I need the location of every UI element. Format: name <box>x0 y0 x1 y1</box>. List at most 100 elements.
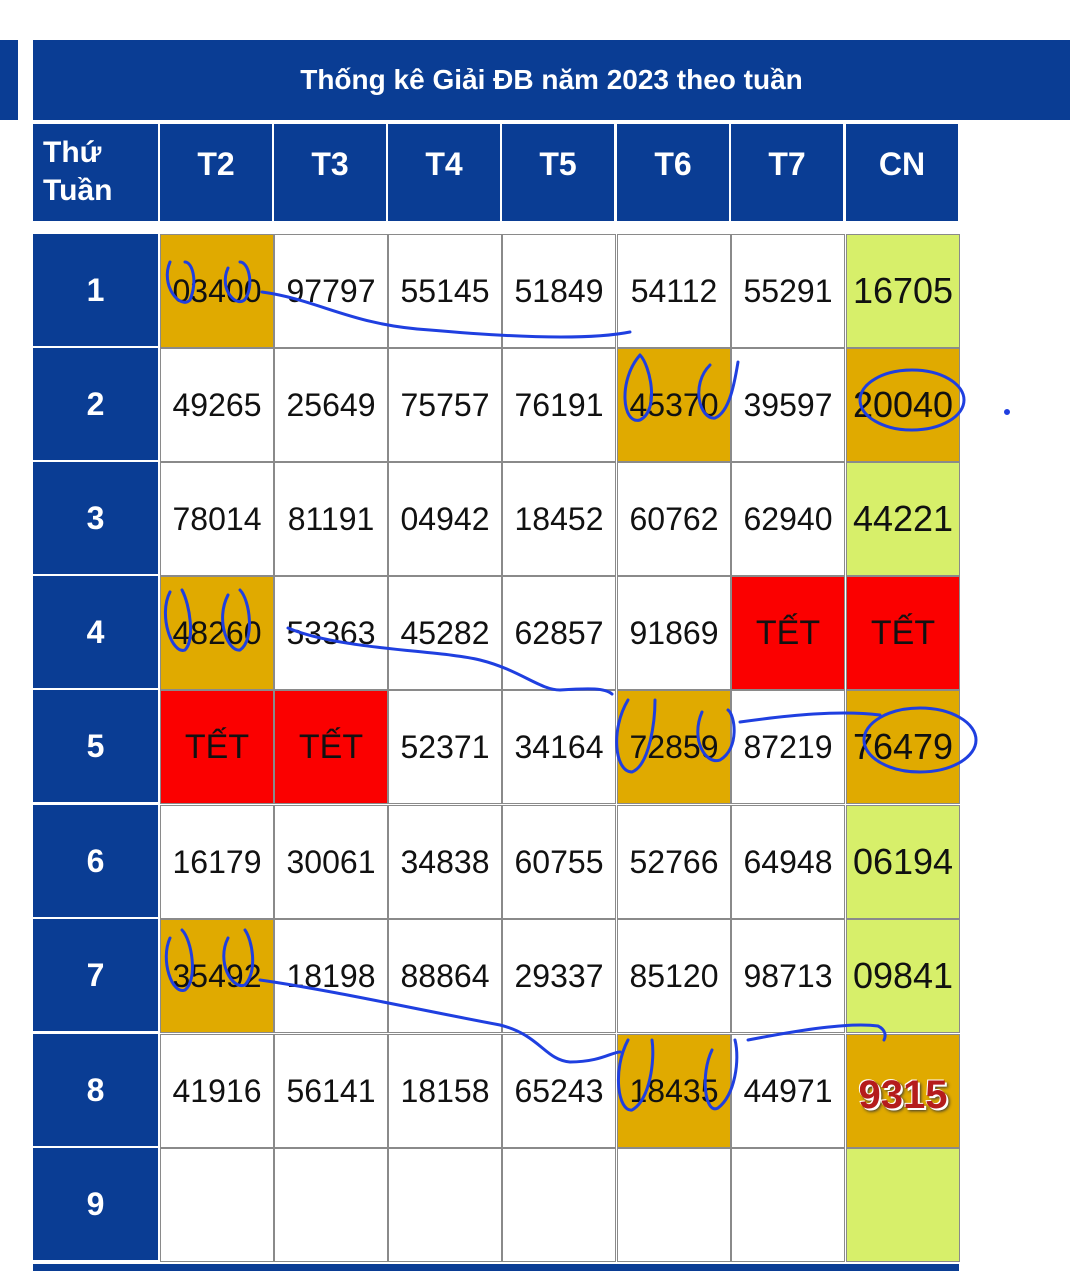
result-cell: 48260 <box>160 576 274 690</box>
week-label: 1 <box>33 234 158 346</box>
cell-value: 06194 <box>852 841 954 882</box>
result-cell <box>160 1148 274 1262</box>
result-cell: 16705 <box>846 234 960 348</box>
result-cell <box>731 1148 845 1262</box>
cell-value: 18158 <box>400 1072 490 1109</box>
cell-value: 48260 <box>172 614 262 651</box>
cell-value: 16705 <box>852 270 954 311</box>
table-title: Thống kê Giải ĐB năm 2023 theo tuần <box>33 40 1070 120</box>
cell-value: 52766 <box>629 843 719 880</box>
result-cell: 34164 <box>502 690 616 804</box>
cell-value: 41916 <box>172 1072 262 1109</box>
result-cell: 88864 <box>388 919 502 1033</box>
result-cell: 39597 <box>731 348 845 462</box>
cell-value: 72859 <box>629 728 719 765</box>
cell-value: 35492 <box>172 957 262 994</box>
cell-value: 30061 <box>286 843 376 880</box>
cell-value: 87219 <box>743 728 833 765</box>
header-day-t7: T7 <box>731 124 843 221</box>
result-cell: 65243 <box>502 1034 616 1148</box>
cell-value: 97797 <box>286 272 376 309</box>
result-cell: 45370 <box>617 348 731 462</box>
week-label: 9 <box>33 1148 158 1260</box>
result-cell: 85120 <box>617 919 731 1033</box>
cell-value: 76191 <box>514 386 604 423</box>
cell-value: 44971 <box>743 1072 833 1109</box>
cell-value: TẾT <box>870 613 936 652</box>
header-corner: Thứ Tuần <box>33 124 158 221</box>
week-label: 7 <box>33 919 158 1031</box>
cell-value: 54112 <box>630 272 718 309</box>
result-cell: 44971 <box>731 1034 845 1148</box>
cell-value: 45370 <box>629 386 719 423</box>
cell-value: 91869 <box>629 614 719 651</box>
cell-value: 51849 <box>514 272 604 309</box>
result-cell: 9315 <box>846 1034 960 1148</box>
cell-value: 18198 <box>286 957 376 994</box>
cell-value: 29337 <box>514 957 604 994</box>
result-cell: 76191 <box>502 348 616 462</box>
result-cell: 18452 <box>502 462 616 576</box>
result-cell: 06194 <box>846 805 960 919</box>
cell-value: 55145 <box>400 272 490 309</box>
result-cell: 78014 <box>160 462 274 576</box>
cell-value: 03400 <box>172 272 262 309</box>
result-cell: 55291 <box>731 234 845 348</box>
result-cell: 52766 <box>617 805 731 919</box>
header-day-t3: T3 <box>274 124 386 221</box>
cell-value: 65243 <box>514 1072 604 1109</box>
header-day-cn: CN <box>846 124 958 221</box>
result-cell: 29337 <box>502 919 616 1033</box>
result-cell: 16179 <box>160 805 274 919</box>
cell-value: 60762 <box>629 500 719 537</box>
result-cell: 91869 <box>617 576 731 690</box>
result-cell: 52371 <box>388 690 502 804</box>
scribble-dot <box>1004 409 1010 415</box>
corner-label-week: Tuần <box>43 174 113 207</box>
cell-value: TẾT <box>755 613 821 652</box>
result-cell: 35492 <box>160 919 274 1033</box>
corner-label-day: Thứ <box>43 136 102 169</box>
result-cell: TẾT <box>160 690 274 804</box>
cell-value: 76479 <box>852 726 954 767</box>
result-cell: 18198 <box>274 919 388 1033</box>
cell-value: 56141 <box>286 1072 376 1109</box>
cell-value: 18452 <box>514 500 604 537</box>
week-label: 8 <box>33 1034 158 1146</box>
result-cell: 18158 <box>388 1034 502 1148</box>
result-cell: 75757 <box>388 348 502 462</box>
cell-value: 53363 <box>286 614 376 651</box>
cell-value: 25649 <box>286 386 376 423</box>
cell-value: 49265 <box>172 386 262 423</box>
next-row-edge <box>33 1264 959 1271</box>
result-cell: 54112 <box>617 234 731 348</box>
result-cell: 41916 <box>160 1034 274 1148</box>
cell-value: 52371 <box>400 728 490 765</box>
result-cell: 49265 <box>160 348 274 462</box>
cell-value: TẾT <box>298 727 364 766</box>
cell-value: 09841 <box>852 955 954 996</box>
result-cell: 81191 <box>274 462 388 576</box>
result-cell: TẾT <box>274 690 388 804</box>
result-cell <box>388 1148 502 1262</box>
result-cell: 72859 <box>617 690 731 804</box>
cell-value: 04942 <box>400 500 490 537</box>
result-cell: 97797 <box>274 234 388 348</box>
result-cell: 53363 <box>274 576 388 690</box>
week-label: 5 <box>33 690 158 802</box>
cell-value: 78014 <box>172 500 262 537</box>
result-cell <box>502 1148 616 1262</box>
cell-value: 85120 <box>629 957 719 994</box>
predicted-number: 9315 <box>858 1072 948 1117</box>
result-cell: 20040 <box>846 348 960 462</box>
result-cell: 30061 <box>274 805 388 919</box>
cell-value: 75757 <box>400 386 490 423</box>
cell-value: 64948 <box>743 843 833 880</box>
result-cell: 44221 <box>846 462 960 576</box>
result-cell: 25649 <box>274 348 388 462</box>
week-label: 4 <box>33 576 158 688</box>
cell-value: 88864 <box>400 957 490 994</box>
result-cell: 34838 <box>388 805 502 919</box>
result-cell: TẾT <box>731 576 845 690</box>
left-panel-edge <box>0 40 18 120</box>
